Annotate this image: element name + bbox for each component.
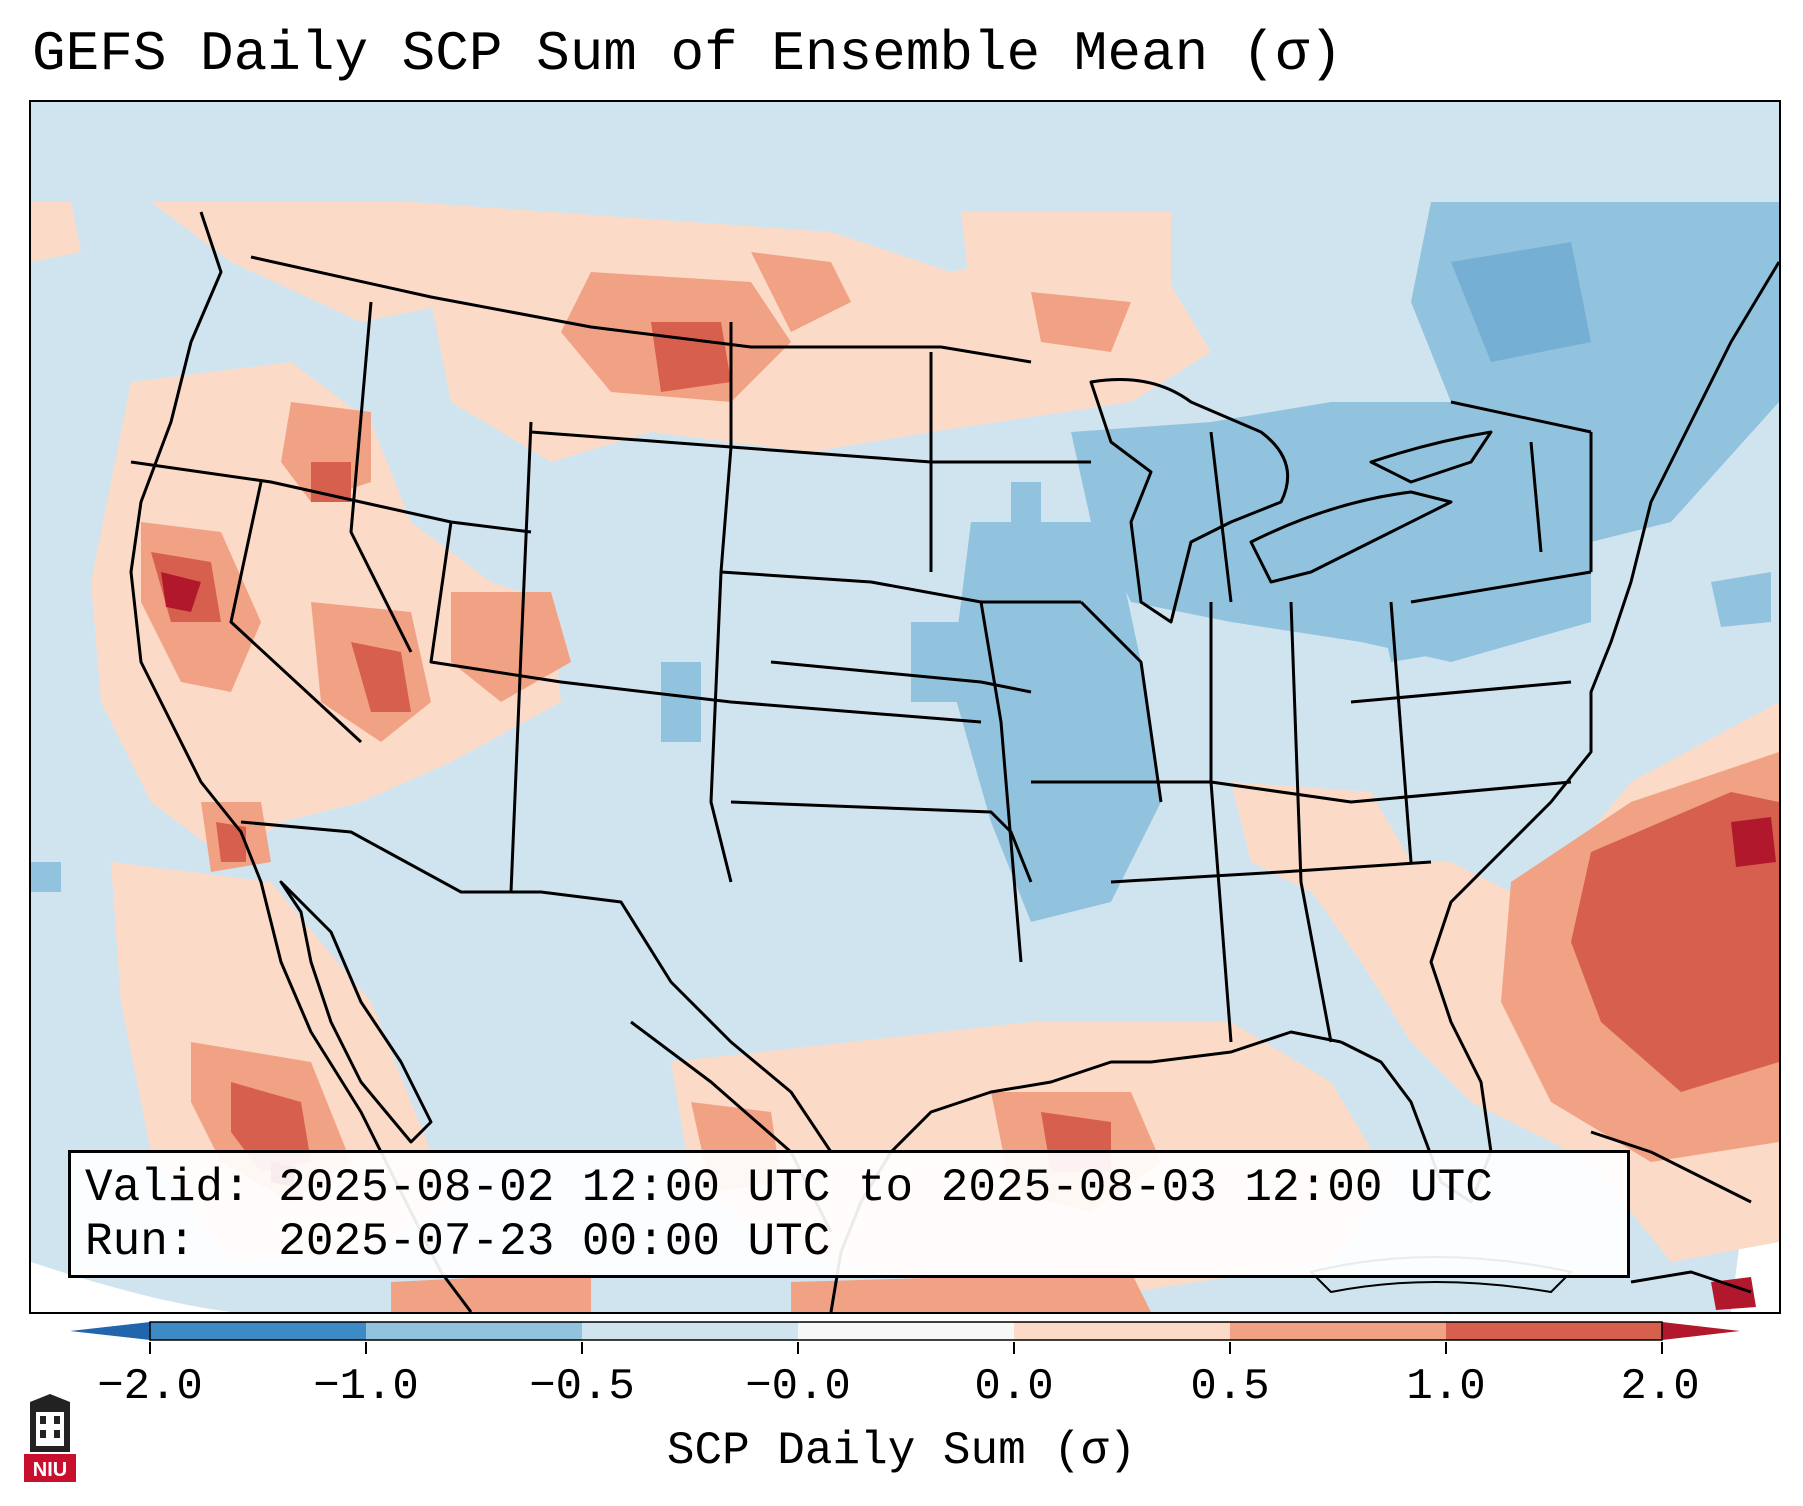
coastlines-borders [129,211,1779,1312]
run-value: 2025-07-23 00:00 UTC [278,1216,831,1268]
colorbar-tick [365,1342,367,1354]
colorbar-tick-label: −2.0 [97,1362,203,1412]
colorbar-segment [1446,1322,1662,1340]
colorbar-extend-high [1662,1322,1740,1340]
colorbar-tick-label: 0.0 [974,1362,1054,1412]
colorbar-tick [149,1342,151,1354]
colorbar-segment [150,1322,366,1340]
colorbar-outline [149,1321,1663,1341]
colorbar-tick [1013,1342,1015,1354]
valid-label: Valid: [85,1162,251,1214]
colorbar-segment [1014,1322,1230,1340]
colorbar-tick-label: −0.5 [529,1362,635,1412]
colorbar-tick-label: 1.0 [1406,1362,1486,1412]
colorbar-tick-label: 0.5 [1190,1362,1270,1412]
colorbar-tick [581,1342,583,1354]
colorbar-segment [798,1322,1014,1340]
colorbar-extend-low [70,1322,150,1340]
colorbar-segment [366,1322,582,1340]
map-title: GEFS Daily SCP Sum of Ensemble Mean (σ) [32,22,1343,86]
valid-info-box: Valid: 2025-08-02 12:00 UTC to 2025-08-0… [68,1150,1630,1278]
colorbar-tick [1445,1342,1447,1354]
colorbar-tick-label: −0.0 [745,1362,851,1412]
colorbar [70,1321,1740,1341]
colorbar-tick-label: 2.0 [1620,1362,1700,1412]
map-canvas [31,102,1779,1312]
colorbar-segment [582,1322,798,1340]
negative-anomaly-regions [31,202,1779,922]
colorbar-tick-label: −1.0 [313,1362,419,1412]
valid-value: 2025-08-02 12:00 UTC to 2025-08-03 12:00… [278,1162,1493,1214]
scp-map [29,100,1781,1314]
colorbar-tick [1229,1342,1231,1354]
colorbar-segment [1230,1322,1446,1340]
run-label: Run: [85,1216,196,1268]
colorbar-tick [797,1342,799,1354]
logo-text: NIU [33,1459,67,1481]
outside-domain [31,1262,231,1312]
niu-logo: NIU [24,1394,76,1482]
colorbar-tick [1661,1342,1663,1354]
colorbar-label: SCP Daily Sum (σ) [666,1425,1137,1477]
